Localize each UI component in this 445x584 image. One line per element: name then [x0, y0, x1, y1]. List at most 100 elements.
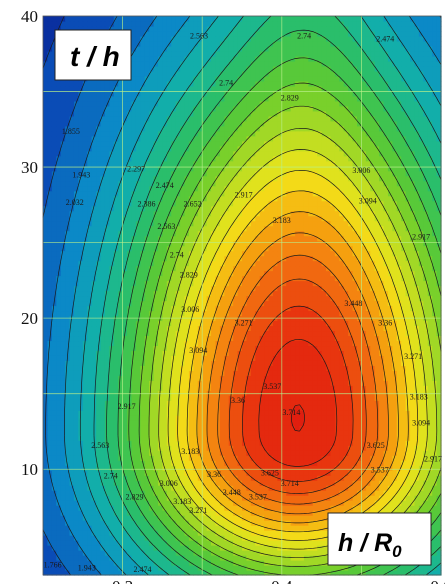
- contour-cell: [113, 360, 119, 366]
- contour-cell: [303, 480, 309, 486]
- contour-cell: [286, 320, 292, 327]
- contour-cell: [277, 495, 283, 501]
- contour-cell: [436, 505, 442, 511]
- contour-cell: [334, 430, 340, 436]
- contour-cell: [224, 465, 230, 471]
- contour-cell: [352, 420, 358, 426]
- contour-cell: [206, 490, 212, 496]
- contour-cell: [224, 360, 230, 366]
- contour-cell: [246, 440, 252, 446]
- contour-cell: [171, 455, 177, 461]
- contour-cell: [166, 465, 172, 471]
- contour-cell: [144, 455, 150, 461]
- contour-cell: [153, 515, 159, 521]
- contour-cell: [140, 470, 146, 476]
- contour-cell: [365, 310, 371, 317]
- contour-cell: [56, 440, 62, 446]
- contour-cell: [153, 450, 159, 456]
- contour-cell: [259, 520, 265, 526]
- contour-cell: [180, 400, 186, 406]
- contour-cell: [202, 505, 208, 511]
- contour-cell: [78, 365, 84, 371]
- contour-cell: [255, 420, 261, 426]
- contour-cell: [365, 435, 371, 441]
- contour-cell: [127, 565, 133, 571]
- contour-cell: [202, 485, 208, 491]
- contour-cell: [272, 400, 278, 406]
- contour-cell: [237, 340, 243, 347]
- contour-cell: [100, 525, 106, 531]
- contour-cell: [122, 405, 128, 411]
- contour-cell: [396, 400, 402, 406]
- contour-cell: [104, 345, 110, 351]
- contour-cell: [202, 300, 208, 307]
- contour-cell: [197, 340, 203, 347]
- contour-cell: [242, 325, 248, 332]
- contour-cell: [295, 400, 301, 406]
- contour-cell: [414, 565, 420, 571]
- contour-cell: [418, 435, 424, 441]
- contour-cell: [264, 420, 270, 426]
- contour-cell: [131, 400, 137, 406]
- contour-cell: [175, 310, 181, 317]
- contour-cell: [277, 440, 283, 446]
- contour-cell: [423, 565, 429, 571]
- contour-cell: [202, 345, 208, 351]
- contour-cell: [295, 445, 301, 451]
- contour-cell: [233, 310, 239, 317]
- contour-cell: [43, 530, 49, 536]
- contour-cell: [277, 375, 283, 381]
- contour-cell: [374, 310, 380, 317]
- contour-cell: [348, 485, 354, 491]
- contour-cell: [109, 355, 115, 361]
- contour-cell: [109, 390, 115, 396]
- contour-cell: [308, 530, 314, 536]
- contour-cell: [330, 495, 336, 501]
- contour-cell: [127, 525, 133, 531]
- contour-cell: [149, 490, 155, 496]
- contour-cell: [423, 460, 429, 466]
- contour-cell: [82, 515, 88, 521]
- contour-cell: [259, 495, 265, 501]
- contour-cell: [264, 385, 270, 391]
- contour-cell: [356, 500, 362, 506]
- contour-cell: [281, 490, 287, 496]
- contour-cell: [339, 345, 345, 351]
- contour-cell: [308, 345, 314, 351]
- contour-cell: [224, 400, 230, 406]
- contour-cell: [312, 540, 318, 546]
- contour-cell: [69, 565, 75, 571]
- contour-cell: [188, 540, 194, 546]
- contour-cell: [339, 565, 345, 571]
- contour-cell: [47, 400, 53, 406]
- contour-cell: [352, 405, 358, 411]
- contour-cell: [295, 565, 301, 571]
- contour-cell: [259, 430, 265, 436]
- contour-cell: [193, 380, 199, 386]
- contour-cell: [113, 515, 119, 521]
- contour-cell: [109, 550, 115, 556]
- contour-cell: [197, 460, 203, 466]
- contour-cell: [330, 465, 336, 471]
- contour-cell: [60, 570, 66, 576]
- contour-cell: [100, 340, 106, 347]
- contour-cell: [219, 345, 225, 351]
- contour-cell: [193, 440, 199, 446]
- contour-cell: [308, 555, 314, 561]
- contour-cell: [96, 565, 102, 571]
- contour-cell: [56, 410, 62, 416]
- contour-cell: [392, 375, 398, 381]
- contour-cell: [321, 525, 327, 531]
- contour-cell: [264, 335, 270, 342]
- contour-cell: [144, 340, 150, 347]
- contour-cell: [171, 440, 177, 446]
- contour-cell: [87, 510, 93, 516]
- contour-cell: [51, 420, 57, 426]
- contour-cell: [153, 505, 159, 511]
- contour-cell: [224, 520, 230, 526]
- contour-cell: [100, 350, 106, 356]
- contour-cell: [370, 485, 376, 491]
- contour-cell: [321, 380, 327, 386]
- contour-cell: [321, 540, 327, 546]
- contour-cell: [51, 415, 57, 421]
